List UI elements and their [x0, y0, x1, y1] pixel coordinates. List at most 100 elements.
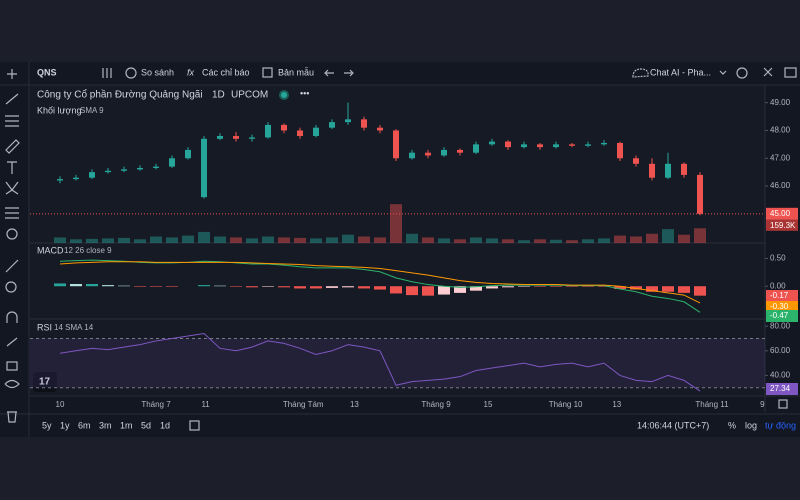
ruler-tool[interactable]: [5, 259, 19, 273]
candle-body: [249, 137, 255, 139]
undo[interactable]: [324, 69, 334, 77]
candle-body: [281, 124, 287, 131]
histogram-bar: [390, 286, 402, 294]
histogram-bar: [550, 286, 562, 287]
forecast-tool[interactable]: [5, 207, 19, 219]
tv-logo[interactable]: [33, 372, 57, 392]
y-tick-label: 0.00: [770, 281, 786, 290]
screenshot[interactable]: [784, 67, 797, 78]
y-tick-label: 0.50: [770, 254, 786, 263]
axis-settings[interactable]: [778, 399, 788, 409]
indicators-button[interactable]: Các chỉ báo: [202, 67, 250, 77]
log-toggle[interactable]: log: [745, 420, 757, 430]
fullscreen[interactable]: [763, 67, 773, 77]
template-icon[interactable]: [262, 67, 273, 78]
trend-tool[interactable]: [5, 93, 19, 105]
compare-button[interactable]: So sánh: [141, 67, 174, 77]
lock-tool[interactable]: [6, 361, 18, 371]
range-button[interactable]: 1d: [160, 420, 170, 430]
volume-bar: [662, 229, 674, 243]
candle-body: [313, 127, 319, 137]
histogram-bar: [374, 286, 386, 290]
chat-icon[interactable]: [632, 68, 649, 78]
templates-button[interactable]: Bản mẫu: [278, 67, 314, 77]
zoom-tool[interactable]: [5, 281, 17, 293]
volume-bar: [182, 235, 194, 243]
range-button[interactable]: 5d: [141, 420, 151, 430]
interval-icon[interactable]: [102, 68, 112, 78]
histogram-bar: [118, 285, 130, 287]
settings[interactable]: [736, 67, 748, 79]
y-tick-label: 40.00: [770, 371, 791, 380]
magnet-tool[interactable]: [6, 311, 18, 323]
candle-body: [361, 119, 367, 128]
y-tick-label: 49.00: [770, 98, 791, 107]
candle-body: [409, 152, 415, 159]
candle-body: [649, 163, 655, 178]
trash-tool[interactable]: [7, 411, 17, 423]
chat-dropdown[interactable]: [719, 70, 727, 75]
draw-lock[interactable]: [6, 337, 18, 347]
volume-bar: [582, 239, 594, 243]
legend-more[interactable]: •••: [300, 88, 309, 98]
range-button[interactable]: 1m: [120, 420, 133, 430]
text-tool[interactable]: [7, 161, 17, 174]
legend-macd: MACD: [37, 245, 64, 255]
visibility-tool[interactable]: [4, 379, 20, 389]
histogram-bar: [454, 286, 466, 293]
market-status: [279, 90, 289, 100]
y-tick-label: 80.00: [770, 321, 791, 330]
candle-body: [329, 122, 335, 128]
range-button[interactable]: 3m: [99, 420, 112, 430]
clock: 14:06:44 (UTC+7): [637, 420, 709, 430]
histogram-bar: [150, 286, 162, 287]
histogram-bar: [502, 286, 514, 288]
histogram-bar: [262, 286, 274, 287]
rsi-band: [30, 338, 765, 388]
candle-body: [489, 141, 495, 145]
candle-body: [441, 149, 447, 156]
histogram-bar: [246, 286, 258, 288]
symbol[interactable]: QNS: [37, 67, 57, 77]
candle-body: [521, 144, 527, 148]
x-tick-label: 13: [612, 400, 621, 409]
brush-tool[interactable]: [5, 139, 20, 154]
histogram-bar: [358, 286, 370, 289]
histogram-bar: [486, 286, 498, 289]
date-range[interactable]: [189, 420, 200, 431]
histogram-bar: [54, 283, 66, 287]
legend-volume: Khối lượng: [37, 105, 81, 115]
volume-bar: [550, 239, 562, 243]
pattern-tool[interactable]: [5, 181, 19, 195]
range-button[interactable]: 1y: [60, 420, 70, 430]
volume-bar: [230, 237, 242, 243]
fib-tool[interactable]: [5, 115, 19, 127]
y-tick-label: 46.00: [770, 181, 791, 190]
volume-bar: [342, 234, 354, 243]
redo[interactable]: [344, 69, 354, 77]
rsi-tag: 27.34: [770, 384, 791, 393]
compare-icon[interactable]: [125, 67, 137, 79]
volume-bar: [374, 237, 386, 243]
histogram-bar: [326, 286, 338, 288]
chat-button[interactable]: Chat AI - Pha...: [650, 67, 711, 77]
hist-tag: -0.17: [770, 291, 789, 300]
candle-body: [569, 144, 575, 146]
percent-toggle[interactable]: %: [728, 420, 736, 430]
emoji-tool[interactable]: [6, 228, 18, 240]
histogram-bar: [598, 286, 610, 287]
crosshair-tool[interactable]: [7, 69, 17, 79]
range-button[interactable]: 6m: [78, 420, 91, 430]
histogram-bar: [678, 286, 690, 293]
volume-bar: [326, 237, 338, 243]
legend-macd-params: 12 26 close 9: [64, 246, 112, 255]
candle-body: [617, 142, 623, 159]
volume-bar: [150, 236, 162, 243]
histogram-bar: [470, 286, 482, 291]
volume-bar: [454, 239, 466, 243]
volume-bar: [198, 231, 210, 243]
range-button[interactable]: 5y: [42, 420, 52, 430]
auto-toggle[interactable]: tự động: [765, 420, 796, 430]
histogram-bar: [438, 286, 450, 295]
x-tick-label: 9: [760, 400, 765, 409]
